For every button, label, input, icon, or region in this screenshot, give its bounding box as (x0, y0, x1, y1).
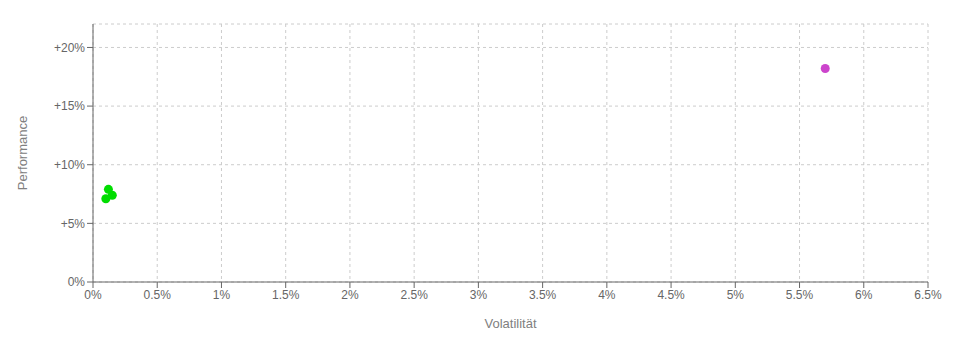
svg-text:4.5%: 4.5% (657, 288, 685, 302)
svg-text:5.5%: 5.5% (786, 288, 814, 302)
svg-text:1.5%: 1.5% (272, 288, 300, 302)
svg-text:3%: 3% (470, 288, 488, 302)
svg-text:2%: 2% (341, 288, 359, 302)
svg-text:5%: 5% (727, 288, 745, 302)
svg-text:+5%: +5% (61, 217, 86, 231)
svg-text:+10%: +10% (54, 158, 85, 172)
svg-text:4%: 4% (598, 288, 616, 302)
svg-text:0.5%: 0.5% (144, 288, 172, 302)
svg-text:+15%: +15% (54, 99, 85, 113)
svg-text:Volatilität: Volatilität (484, 316, 536, 331)
svg-text:1%: 1% (213, 288, 231, 302)
svg-text:2.5%: 2.5% (400, 288, 428, 302)
svg-text:6%: 6% (855, 288, 873, 302)
svg-text:+20%: +20% (54, 41, 85, 55)
svg-text:0%: 0% (68, 275, 86, 289)
svg-text:Performance: Performance (15, 116, 30, 190)
svg-text:0%: 0% (84, 288, 102, 302)
svg-text:6.5%: 6.5% (914, 288, 942, 302)
svg-text:3.5%: 3.5% (529, 288, 557, 302)
